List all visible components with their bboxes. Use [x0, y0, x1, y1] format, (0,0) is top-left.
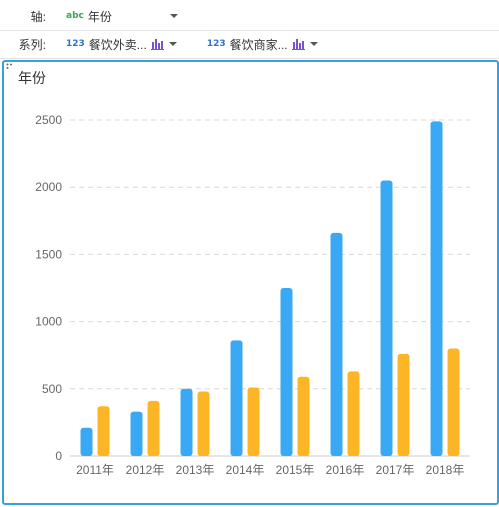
series-row: 系列: 123 餐饮外卖... 123 餐饮商家...	[0, 30, 499, 59]
chevron-down-icon[interactable]	[168, 42, 177, 46]
bar-series-2	[97, 406, 110, 456]
series-field-2-name: 餐饮商家...	[229, 37, 288, 52]
y-tick-label: 1000	[35, 315, 62, 329]
number-type-icon: 123	[206, 39, 226, 49]
y-tick-label: 2500	[35, 113, 62, 127]
series-field-1[interactable]: 123 餐饮外卖...	[66, 36, 177, 53]
grip-icon[interactable]	[6, 63, 14, 71]
series-field-2[interactable]: 123 餐饮商家...	[207, 36, 318, 53]
bar-series-2	[197, 391, 210, 456]
bar-series-2	[347, 371, 360, 456]
chevron-down-icon[interactable]	[309, 42, 318, 46]
series-field-1-name: 餐饮外卖...	[88, 37, 147, 52]
x-tick-label: 2012年	[126, 463, 165, 477]
y-tick-label: 1500	[35, 247, 62, 261]
bar-series-1	[380, 180, 393, 456]
bar-series-2	[247, 387, 260, 456]
bar-series-1	[330, 232, 343, 456]
number-type-icon: 123	[66, 39, 85, 49]
bar-series-1	[430, 121, 443, 457]
bar-series-2	[147, 400, 160, 456]
x-tick-label: 2017年	[376, 463, 415, 477]
x-tick-label: 2016年	[326, 463, 365, 477]
bar-chart: 0 500 1000 1500 2000 2500 2011年 2012年 2013年 2014年…	[35, 113, 470, 477]
bar-series-1	[280, 288, 293, 456]
bar-chart-icon[interactable]	[150, 38, 165, 50]
x-tick-label: 2011年	[76, 463, 114, 477]
bar-series-1	[130, 411, 143, 456]
y-tick-label: 500	[42, 382, 62, 396]
x-tick-label: 2013年	[176, 463, 215, 477]
chart-title: 年份	[18, 70, 46, 86]
bar-series-2	[397, 353, 410, 456]
text-type-icon: abc	[66, 11, 84, 21]
bar-chart-icon[interactable]	[291, 38, 306, 50]
series-label: 系列:	[18, 37, 46, 52]
bar-series-2	[447, 348, 460, 456]
y-tick-label: 2000	[35, 180, 62, 194]
y-tick-label: 0	[55, 449, 62, 463]
bar-series-1	[80, 427, 93, 456]
axis-label: 轴:	[30, 9, 46, 24]
bar-series-1	[230, 340, 243, 456]
x-tick-label: 2015年	[276, 463, 315, 477]
bar-series-1	[180, 388, 193, 456]
axis-field-name: 年份	[87, 9, 112, 24]
bar-series-2	[297, 376, 310, 456]
x-tick-label: 2018年	[426, 463, 465, 477]
axis-row: 轴: abc 年份	[0, 2, 499, 31]
x-tick-label: 2014年	[226, 463, 265, 477]
axis-field-selector[interactable]: abc 年份	[66, 8, 178, 25]
chevron-down-icon[interactable]	[169, 14, 178, 18]
chart-panel[interactable]: 年份 0 500 1000 1500 2000 2500 2011年 2012年 2013年 20…	[2, 60, 499, 505]
